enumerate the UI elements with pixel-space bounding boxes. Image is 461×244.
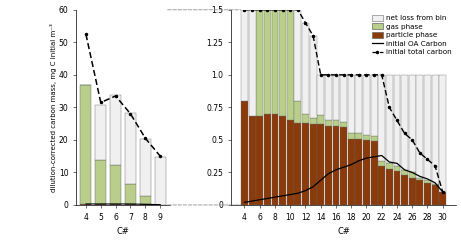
Bar — [302, 123, 309, 205]
Bar — [256, 10, 263, 116]
Bar — [332, 75, 339, 120]
Bar — [125, 184, 136, 204]
Bar — [378, 161, 385, 166]
Bar — [264, 10, 271, 114]
Bar — [363, 75, 370, 135]
Bar — [409, 75, 416, 173]
Bar — [125, 113, 136, 184]
Bar — [241, 101, 248, 205]
Bar — [110, 165, 121, 204]
Bar — [363, 140, 370, 205]
Bar — [95, 160, 106, 204]
Bar — [95, 204, 106, 205]
Bar — [401, 175, 408, 205]
Bar — [317, 124, 324, 205]
Bar — [279, 116, 286, 205]
Bar — [363, 135, 370, 140]
Bar — [302, 114, 309, 123]
Bar — [394, 171, 401, 205]
Bar — [310, 36, 317, 118]
Bar — [394, 75, 401, 166]
Bar — [386, 169, 393, 205]
Bar — [325, 120, 332, 126]
Bar — [416, 178, 423, 180]
Bar — [140, 204, 151, 205]
Bar — [125, 204, 136, 205]
Bar — [431, 185, 438, 205]
Bar — [416, 75, 423, 178]
Bar — [140, 139, 151, 196]
Bar — [424, 75, 431, 180]
Bar — [295, 10, 301, 101]
Bar — [110, 204, 121, 205]
Bar — [80, 204, 91, 205]
Bar — [348, 133, 355, 139]
Bar — [439, 192, 446, 205]
Bar — [264, 114, 271, 205]
Bar — [378, 75, 385, 161]
Bar — [241, 10, 248, 101]
Bar — [248, 116, 255, 205]
Bar — [325, 126, 332, 205]
Bar — [110, 95, 121, 165]
Bar — [371, 141, 378, 205]
Bar — [386, 163, 393, 169]
Bar — [279, 10, 286, 116]
Bar — [378, 166, 385, 205]
Bar — [140, 196, 151, 204]
X-axis label: C#: C# — [117, 227, 130, 236]
Bar — [401, 75, 408, 170]
Bar — [256, 116, 263, 205]
Bar — [409, 173, 416, 178]
Bar — [272, 10, 278, 114]
Bar — [310, 124, 317, 205]
Bar — [348, 75, 355, 133]
Bar — [431, 75, 438, 184]
Bar — [340, 122, 347, 127]
Bar — [424, 183, 431, 205]
Bar — [317, 115, 324, 124]
Bar — [287, 10, 294, 120]
Bar — [340, 127, 347, 205]
X-axis label: C#: C# — [337, 227, 350, 236]
Bar — [325, 75, 332, 120]
Bar — [332, 120, 339, 126]
Bar — [295, 123, 301, 205]
Bar — [317, 75, 324, 115]
Bar — [431, 184, 438, 185]
Bar — [394, 166, 401, 171]
Bar — [154, 157, 166, 205]
Bar — [355, 133, 362, 139]
Bar — [302, 23, 309, 114]
Bar — [355, 75, 362, 133]
Bar — [80, 85, 91, 204]
Bar — [401, 170, 408, 175]
Bar — [371, 136, 378, 141]
Bar — [340, 75, 347, 122]
Bar — [287, 120, 294, 205]
Bar — [95, 105, 106, 160]
Bar — [272, 114, 278, 205]
Bar — [348, 139, 355, 205]
Bar — [409, 178, 416, 205]
Y-axis label: dilution-corrected carbon mass, mg C initial m⁻³: dilution-corrected carbon mass, mg C ini… — [50, 23, 57, 192]
Bar — [310, 118, 317, 124]
Bar — [386, 75, 393, 163]
Bar — [295, 101, 301, 123]
Bar — [439, 75, 446, 192]
Bar — [424, 180, 431, 183]
Bar — [332, 126, 339, 205]
Bar — [371, 75, 378, 136]
Bar — [248, 10, 255, 116]
Bar — [355, 139, 362, 205]
Legend: net loss from bin, gas phase, particle phase, initial OA Carbon, initial total c: net loss from bin, gas phase, particle p… — [371, 13, 453, 57]
Bar — [416, 180, 423, 205]
